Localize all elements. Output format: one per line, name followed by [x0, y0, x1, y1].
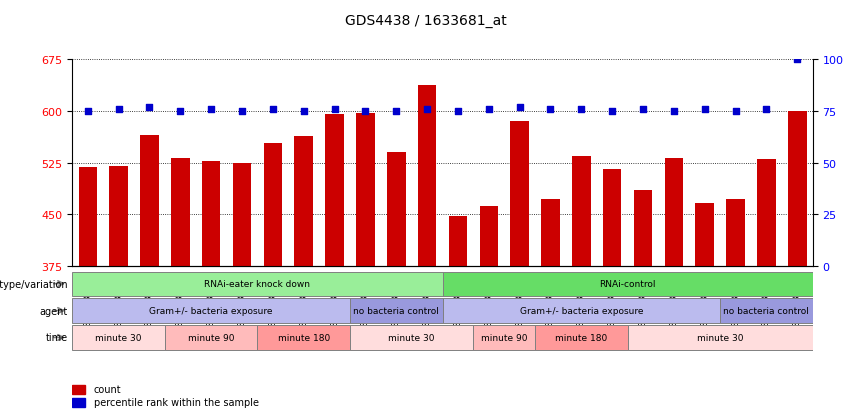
Point [143, 104, 157, 111]
Point [513, 104, 527, 111]
Bar [264, 144, 282, 266]
Point [605, 108, 619, 115]
Point [328, 106, 341, 113]
Bar [325, 114, 344, 266]
Bar [511, 122, 528, 266]
FancyBboxPatch shape [473, 325, 535, 350]
Bar [726, 199, 745, 266]
Bar [78, 168, 97, 266]
Bar [171, 159, 190, 266]
Bar [603, 169, 621, 266]
Point [698, 106, 711, 113]
Text: minute 90: minute 90 [481, 333, 528, 342]
Bar [387, 153, 405, 266]
FancyBboxPatch shape [627, 325, 813, 350]
Point [451, 108, 465, 115]
Bar [72, 385, 85, 394]
Point [81, 108, 94, 115]
Text: percentile rank within the sample: percentile rank within the sample [94, 397, 259, 408]
Point [637, 106, 650, 113]
Point [482, 106, 495, 113]
Bar [572, 156, 591, 266]
Point [266, 106, 280, 113]
Point [235, 108, 248, 115]
Text: minute 30: minute 30 [95, 333, 142, 342]
FancyBboxPatch shape [72, 325, 165, 350]
FancyBboxPatch shape [443, 272, 813, 296]
Text: minute 30: minute 30 [697, 333, 744, 342]
Text: minute 180: minute 180 [555, 333, 608, 342]
Bar [202, 162, 220, 266]
Text: count: count [94, 385, 121, 394]
Text: no bacteria control: no bacteria control [723, 306, 809, 315]
Point [390, 108, 403, 115]
Text: time: time [46, 332, 68, 343]
FancyBboxPatch shape [165, 325, 257, 350]
Text: RNAi-eater knock down: RNAi-eater knock down [204, 280, 311, 288]
FancyBboxPatch shape [535, 325, 627, 350]
Text: genotype/variation: genotype/variation [0, 279, 68, 289]
Bar [418, 86, 437, 266]
Point [111, 106, 125, 113]
Bar [665, 159, 683, 266]
Text: Gram+/- bacteria exposure: Gram+/- bacteria exposure [150, 306, 273, 315]
Point [544, 106, 557, 113]
Bar [356, 114, 374, 266]
Bar [479, 206, 498, 266]
Text: minute 180: minute 180 [277, 333, 330, 342]
Bar [757, 160, 775, 266]
Bar [72, 398, 85, 407]
Point [574, 106, 588, 113]
Point [204, 106, 218, 113]
Text: agent: agent [40, 306, 68, 316]
Point [297, 108, 311, 115]
Point [358, 108, 372, 115]
Bar [448, 216, 467, 266]
Bar [695, 204, 714, 266]
Point [760, 106, 774, 113]
Point [420, 106, 434, 113]
Bar [788, 112, 807, 266]
FancyBboxPatch shape [257, 325, 350, 350]
Text: minute 30: minute 30 [388, 333, 435, 342]
Point [728, 108, 742, 115]
Bar [294, 136, 313, 266]
Bar [140, 135, 158, 266]
Bar [634, 191, 652, 266]
Text: RNAi-control: RNAi-control [599, 280, 656, 288]
Text: minute 90: minute 90 [188, 333, 234, 342]
Point [174, 108, 187, 115]
Text: Gram+/- bacteria exposure: Gram+/- bacteria exposure [520, 306, 643, 315]
FancyBboxPatch shape [443, 299, 720, 323]
FancyBboxPatch shape [720, 299, 813, 323]
FancyBboxPatch shape [72, 299, 350, 323]
FancyBboxPatch shape [350, 299, 443, 323]
Bar [109, 166, 128, 266]
Point [667, 108, 681, 115]
Text: GDS4438 / 1633681_at: GDS4438 / 1633681_at [345, 14, 506, 28]
Text: no bacteria control: no bacteria control [353, 306, 439, 315]
Point [791, 57, 804, 63]
Bar [541, 199, 560, 266]
Bar [232, 164, 251, 266]
FancyBboxPatch shape [350, 325, 473, 350]
FancyBboxPatch shape [72, 272, 443, 296]
